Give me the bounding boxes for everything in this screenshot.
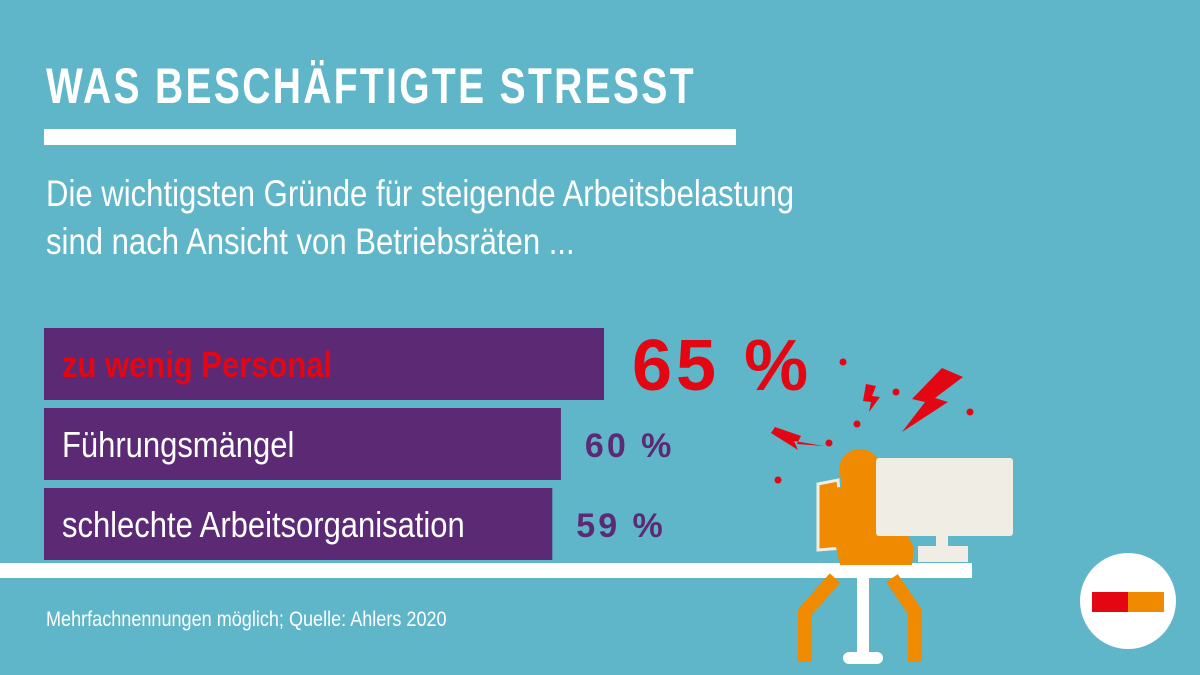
subtitle-line-1: Die wichtigsten Gründe für steigende Arb…	[46, 173, 795, 214]
subtitle-line-2: sind nach Ansicht von Betriebsräten ...	[46, 221, 575, 262]
bar-label-0: zu wenig Personal	[62, 344, 332, 385]
bar-label-1: Führungsmängel	[62, 424, 294, 465]
bar-0	[44, 328, 604, 400]
source-note: Mehrfachnennungen möglich; Quelle: Ahler…	[46, 608, 447, 631]
bar-1	[44, 408, 561, 480]
stress-dots-icon	[774, 358, 974, 484]
page-title: WAS BESCHÄFTIGTE STRESST	[46, 58, 696, 114]
lightning-icon	[771, 368, 963, 450]
monitor-icon	[876, 458, 1013, 536]
value-label-1: 60 %	[585, 427, 675, 465]
bar-label-2: schlechte Arbeitsorganisation	[62, 504, 465, 545]
logo-mark-icon	[1080, 553, 1176, 649]
bar-2	[44, 488, 553, 560]
person-icon	[830, 482, 914, 565]
stool-icon	[857, 578, 869, 656]
desk-icon	[0, 563, 972, 578]
value-label-0: 65 %	[632, 326, 812, 406]
subtitle: Die wichtigsten Gründe für steigende Arb…	[46, 170, 794, 266]
value-label-2: 59 %	[576, 507, 666, 545]
title-divider	[44, 129, 736, 145]
